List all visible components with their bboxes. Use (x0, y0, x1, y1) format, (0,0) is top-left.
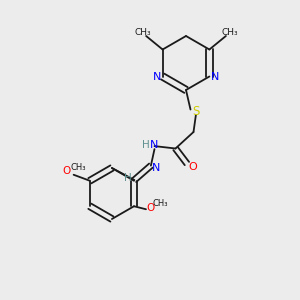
Text: H: H (124, 172, 132, 183)
Text: CH₃: CH₃ (153, 199, 168, 208)
Text: S: S (192, 105, 200, 119)
Text: H: H (142, 140, 150, 150)
Text: CH₃: CH₃ (221, 28, 238, 37)
Text: CH₃: CH₃ (135, 28, 152, 37)
Text: O: O (146, 203, 154, 213)
Text: O: O (62, 166, 70, 176)
Text: O: O (188, 162, 197, 172)
Text: N: N (153, 71, 161, 82)
Text: N: N (152, 163, 160, 173)
Text: N: N (149, 140, 158, 150)
Text: CH₃: CH₃ (70, 163, 85, 172)
Text: N: N (211, 71, 219, 82)
